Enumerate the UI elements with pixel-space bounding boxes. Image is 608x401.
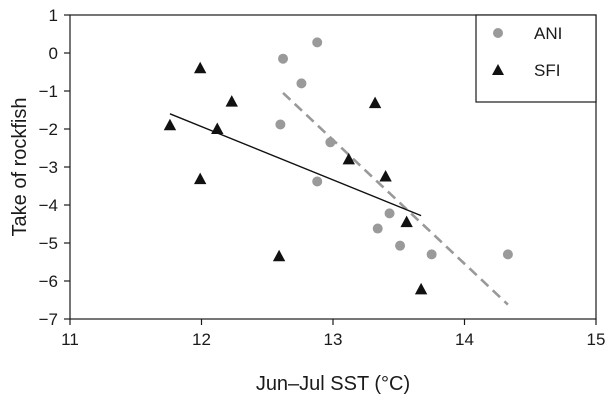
y-tick-label: −3: [39, 158, 58, 177]
y-tick-label: 0: [49, 44, 58, 63]
y-tick-label: −2: [39, 120, 58, 139]
trend-line-ani: [282, 91, 509, 306]
x-tick-label: 13: [324, 330, 343, 349]
data-point-ani: [312, 37, 323, 48]
x-axis-title: Jun–Jul SST (°C): [256, 373, 410, 395]
x-tick-label: 12: [192, 330, 211, 349]
data-point-ani: [372, 223, 383, 234]
data-point-sfi: [193, 172, 207, 185]
data-point-sfi: [342, 152, 355, 165]
legend: ANI SFI: [475, 14, 597, 103]
trend-lines: [169, 91, 509, 306]
data-points: [163, 37, 513, 295]
data-point-ani: [426, 249, 437, 260]
data-point-sfi: [272, 249, 286, 262]
data-point-sfi: [400, 215, 413, 228]
x-tick-label: 11: [61, 330, 79, 349]
data-point-sfi: [379, 170, 392, 182]
data-point-sfi: [193, 61, 207, 74]
legend-label-sfi: SFI: [534, 61, 560, 80]
y-tick-label: −1: [39, 82, 58, 101]
data-point-sfi: [414, 282, 428, 295]
data-point-ani: [395, 240, 406, 251]
y-axis: 1 0 −1 −2 −3 −4 −5 −6 −7: [39, 6, 70, 329]
legend-label-ani: ANI: [534, 24, 562, 43]
data-point-ani: [502, 249, 513, 260]
data-point-sfi: [225, 95, 238, 107]
y-tick-label: −7: [39, 310, 58, 329]
data-point-ani: [325, 137, 336, 148]
data-point-sfi: [368, 96, 382, 109]
data-point-sfi: [163, 118, 177, 131]
x-axis: 11 12 13 14 15: [61, 319, 605, 349]
y-tick-label: 1: [49, 6, 58, 25]
legend-marker-sfi: [492, 64, 504, 75]
y-axis-title: Take of rockfish: [9, 98, 31, 237]
data-point-ani: [296, 78, 307, 89]
x-tick-label: 14: [455, 330, 474, 349]
data-point-ani: [278, 53, 289, 64]
y-tick-label: −4: [39, 196, 58, 215]
trend-line-sfi: [169, 113, 422, 217]
data-point-ani: [312, 176, 323, 187]
y-tick-label: −5: [39, 234, 58, 253]
data-point-ani: [384, 208, 395, 219]
data-point-sfi: [211, 122, 224, 134]
y-tick-label: −6: [39, 272, 58, 291]
legend-marker-ani: [493, 28, 503, 38]
data-point-ani: [275, 119, 286, 130]
x-tick-label: 15: [587, 330, 606, 349]
